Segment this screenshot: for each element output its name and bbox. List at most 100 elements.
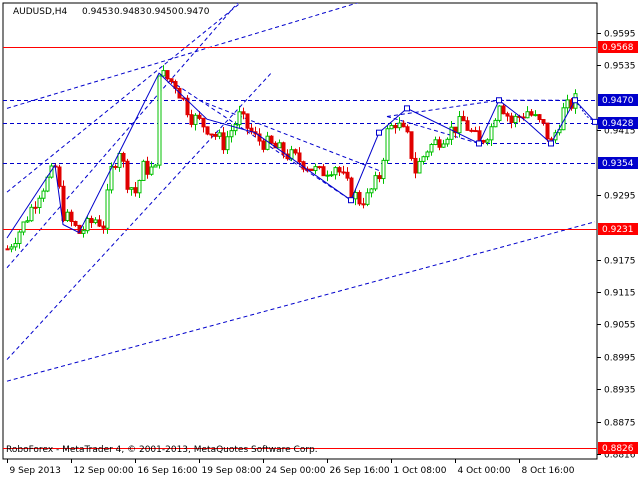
candle-body-76 [309, 168, 314, 172]
level-label-0: 0.9568 [602, 43, 634, 53]
candle-body-32 [133, 187, 138, 194]
candle-body-81 [329, 174, 334, 177]
y-tick-label-7: 0.8995 [604, 354, 636, 364]
candle-body-122 [493, 119, 498, 128]
candle-body-1 [9, 246, 14, 250]
wave-marker-6 [572, 97, 578, 104]
trendline-2 [6, 72, 272, 360]
level-label-4: 0.9231 [602, 225, 634, 235]
candle-body-50 [205, 126, 210, 135]
candle-body-101 [409, 131, 414, 159]
candle-body-66 [269, 135, 274, 144]
x-tick-label-1: 12 Sep 00:00 [74, 466, 134, 476]
candle-body-127 [513, 115, 518, 124]
candle-body-140 [565, 99, 570, 109]
y-tick-label-3: 0.9295 [604, 192, 636, 202]
candle-body-90 [365, 192, 370, 205]
y-tick-label-8: 0.8935 [604, 386, 636, 396]
y-tick-label-2: 0.9415 [604, 127, 636, 137]
candle-body-125 [505, 113, 510, 117]
candle-body-97 [393, 124, 398, 129]
candle-body-104 [421, 156, 426, 162]
candle-body-15 [65, 211, 70, 222]
level-label-5: 0.8826 [602, 444, 634, 454]
candle-body-20 [85, 217, 90, 232]
trendline-0 [6, 3, 239, 269]
trendline-6 [198, 99, 380, 171]
candle-body-19 [81, 230, 86, 234]
candle-body-24 [101, 225, 106, 229]
candle-body-40 [165, 70, 170, 80]
candle-body-121 [489, 126, 494, 141]
trendline-8 [386, 115, 480, 144]
x-tick-label-5: 26 Sep 16:00 [330, 466, 390, 476]
candle-body-38 [157, 75, 162, 166]
candle-body-49 [201, 117, 206, 128]
wave-marker-2 [404, 105, 410, 112]
candle-body-96 [389, 124, 394, 130]
candle-body-108 [437, 139, 442, 148]
candle-body-46 [189, 114, 194, 125]
candle-body-58 [237, 111, 242, 126]
candle-body-111 [449, 126, 454, 140]
wave-marker-1 [376, 129, 382, 136]
candle-body-88 [357, 192, 362, 205]
candle-body-56 [229, 130, 234, 138]
candle-body-3 [17, 231, 22, 245]
candle-body-34 [141, 160, 146, 181]
level-label-1: 0.9470 [602, 96, 634, 106]
chart-header-low: 0.9450 [146, 7, 178, 17]
candle-body-83 [337, 167, 342, 173]
candle-body-132 [533, 114, 538, 117]
candle-body-95 [385, 128, 390, 161]
candle-body-21 [89, 217, 94, 224]
candle-body-26 [109, 165, 114, 191]
candle-body-98 [397, 122, 402, 129]
candle-body-51 [209, 133, 214, 136]
candle-body-8 [37, 197, 42, 208]
y-tick-label-1: 0.9535 [604, 62, 636, 72]
candle-body-29 [121, 152, 126, 162]
candle-body-64 [261, 140, 266, 150]
chart-header-high: 0.9483 [114, 7, 146, 17]
candle-body-123 [497, 105, 502, 121]
chart-header-close: 0.9470 [178, 7, 210, 17]
candle-body-41 [169, 78, 174, 83]
candle-body-100 [405, 126, 410, 133]
candle-body-14 [61, 185, 66, 222]
candle-body-5 [25, 220, 30, 223]
candle-body-116 [469, 129, 474, 132]
candle-body-30 [125, 160, 130, 190]
candle-body-10 [45, 176, 50, 192]
candle-body-93 [377, 175, 382, 180]
level-label-box-3 [598, 157, 638, 169]
candle-body-112 [453, 126, 458, 134]
level-label-box-5 [598, 442, 638, 454]
x-tick-label-2: 16 Sep 16:00 [138, 466, 198, 476]
chart-header-open: 0.9453 [82, 7, 114, 17]
candle-body-130 [525, 111, 530, 119]
x-tick-label-7: 4 Oct 00:00 [458, 466, 511, 476]
candle-body-120 [485, 139, 490, 143]
wave-marker-3 [476, 140, 482, 147]
candle-body-7 [33, 206, 38, 209]
candle-body-16 [69, 211, 74, 222]
candle-body-89 [361, 203, 366, 206]
candle-body-92 [373, 175, 378, 190]
level-label-box-0 [598, 41, 638, 53]
level-label-box-4 [598, 223, 638, 235]
candle-body-134 [541, 119, 546, 124]
wave-marker-4 [496, 97, 502, 104]
candle-body-106 [429, 144, 434, 153]
candle-body-6 [29, 206, 34, 222]
candle-body-35 [145, 160, 150, 175]
candle-body-99 [401, 122, 406, 128]
candle-body-27 [113, 165, 118, 168]
candle-body-91 [369, 188, 374, 194]
candle-body-4 [21, 221, 26, 233]
wave-path [6, 72, 596, 239]
candle-body-48 [197, 114, 202, 119]
candle-body-84 [341, 171, 346, 174]
x-tick-label-6: 1 Oct 08:00 [394, 466, 447, 476]
